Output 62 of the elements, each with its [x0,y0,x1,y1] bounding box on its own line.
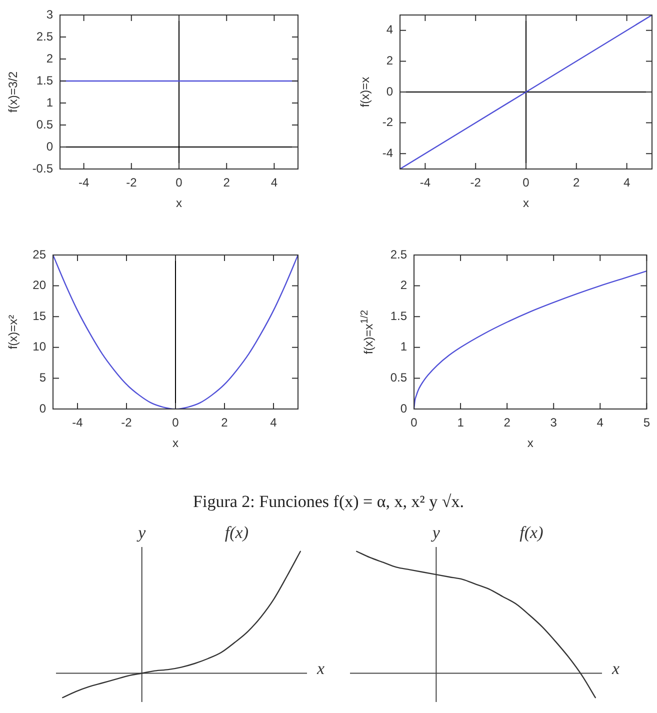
y-axis-title: f(x)=x² [6,314,20,350]
x-axis-title: x [316,659,325,678]
x-tick-label: 0 [176,176,183,190]
x-tick-label: 0 [522,176,530,190]
y-axis-title: y [430,523,440,542]
y-tick-label: 2.5 [36,29,54,44]
y-tick-label: 0 [46,139,54,154]
y-tick-label: 15 [32,308,46,323]
x-tick-label: -2 [470,176,482,190]
y-tick-label: 0 [400,401,408,416]
x-axis-title: x [172,436,178,450]
x-tick-label: 4 [270,416,278,430]
text: f(x) [224,523,249,542]
x-tick-label: -2 [126,176,138,190]
y-tick-label: 1.5 [390,308,408,323]
x-axis-title: x [176,196,182,210]
y-axis-title: y [136,523,146,542]
x-tick-label: 0 [172,416,180,430]
y-axis-title: f(x)=3/2 [6,71,20,113]
y-tick-label: 0 [386,84,394,98]
y-tick-label: 0.5 [36,117,54,132]
y-tick-label: 10 [32,340,46,354]
x-tick-label: -4 [72,416,84,430]
line-series [414,270,647,409]
x-tick-label: 4 [596,416,604,430]
y-tick-label: 0 [39,401,46,416]
x-tick-label: 3 [550,416,558,430]
y-tick-label: 2.5 [390,247,408,262]
x-axis-title: x [523,196,529,210]
y-tick-label: 1 [46,95,54,110]
text: f(x) [520,523,544,542]
x-tick-label: 2 [504,416,511,430]
y-tick-label: 5 [39,370,46,385]
x-tick-label: -2 [121,416,132,430]
x-tick-label: 1 [457,416,464,430]
y-tick-label: 0.5 [390,370,408,385]
y-tick-label: 2 [386,54,394,68]
y-tick-label: 4 [386,22,394,37]
x-tick-label: 2 [221,416,228,430]
x-tick-label: -4 [420,176,431,190]
y-tick-label: 20 [32,278,46,292]
x-tick-label: 2 [223,176,230,190]
x-tick-label: 4 [270,176,278,190]
x-axis-title: x [527,436,534,450]
y-tick-label: 25 [32,247,46,262]
x-tick-label: 5 [643,416,650,430]
line-series [53,255,298,409]
y-axis-title: f(x)=x [358,76,372,108]
y-tick-label: 3 [46,7,54,22]
x-axis-title: x [611,659,620,678]
x-tick-label: 4 [623,176,630,190]
x-tick-label: 0 [410,416,418,430]
y-tick-label: 1.5 [36,73,54,88]
x-tick-label: 2 [573,176,580,190]
y-tick-label: -4 [382,146,394,160]
x-tick-label: -4 [78,176,90,190]
y-tick-label: -0.5 [32,161,54,176]
y-tick-label: 2 [46,51,54,66]
y-tick-label: 2 [400,278,408,292]
y-tick-label: 1 [400,340,408,354]
text: Figura 2: Funciones f(x) = α, x, x² y √x. [192,491,465,513]
y-tick-label: -2 [382,115,394,130]
